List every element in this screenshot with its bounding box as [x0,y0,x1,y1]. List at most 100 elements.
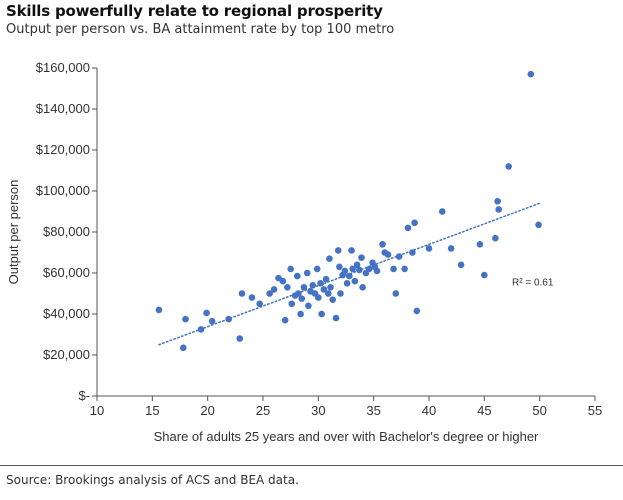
y-tick-label: $140,000 [36,101,90,116]
data-point [379,241,386,248]
data-point [359,284,366,291]
data-point [197,326,205,333]
data-point [203,309,210,317]
data-point [298,295,306,302]
data-point [313,265,321,273]
data-point [447,245,455,252]
data-point [320,286,328,293]
data-point [505,163,512,170]
data-point [535,221,542,229]
data-point [413,307,421,315]
data-point [392,290,400,297]
data-point [208,317,216,325]
data-point [401,265,408,273]
data-point [309,282,317,289]
data-point [337,290,344,297]
x-tick-label: 35 [366,403,380,418]
data-point [297,310,304,318]
data-point [527,70,535,78]
data-point [182,315,189,323]
y-tick-label: $100,000 [36,183,90,198]
x-tick-label: 20 [200,403,214,418]
data-point [326,255,333,262]
y-tick-label: $20,000 [43,347,90,362]
y-tick-label: $60,000 [43,265,90,280]
x-tick-label: 25 [256,403,270,418]
data-point [332,314,340,322]
data-point [334,247,342,254]
data-point [294,272,301,280]
x-tick-label: 10 [90,403,104,418]
data-point [248,294,256,301]
data-point [438,208,446,215]
data-point [288,300,296,308]
x-tick-label: 15 [145,403,159,418]
chart-subtitle: Output per person vs. BA attainment rate… [6,22,395,37]
data-point [355,266,363,274]
data-point [180,344,187,352]
annotations: R² = 0.61 [512,277,554,288]
x-tick-label: 45 [477,403,491,418]
y-axis-title: Output per person [6,180,21,285]
data-point [409,249,416,256]
data-point [236,335,244,342]
data-point [270,286,278,293]
data-point [351,277,359,285]
data-point [155,306,163,314]
data-point [495,206,503,213]
data-point [494,197,501,205]
x-tick-label: 50 [532,403,546,418]
data-point [425,245,433,252]
data-point [300,284,308,291]
y-tick-label: $120,000 [36,142,90,157]
data-point [322,275,330,283]
data-point [315,294,322,301]
data-point [281,316,289,324]
trendline [158,202,541,346]
data-point [346,272,353,280]
data-point [492,234,499,242]
source-note: Source: Brookings analysis of ACS and BE… [6,473,299,487]
data-point [327,284,334,291]
data-point [395,253,403,260]
trendline-line [158,202,541,346]
data-point [324,290,332,297]
data-point [457,261,465,269]
x-tick-label: 40 [422,403,436,418]
data-point [358,254,365,261]
data-point [343,279,351,287]
data-point [476,241,484,248]
y-tick-label: $80,000 [43,224,90,239]
source-divider [0,465,623,466]
chart-title: Skills powerfully relate to regional pro… [6,2,383,20]
data-point [365,265,373,273]
data-point [348,247,355,254]
data-point [317,279,324,287]
y-tick-label: $40,000 [43,306,90,321]
y-tick-label: $- [78,388,90,403]
data-point [266,290,273,297]
data-point [225,315,232,323]
data-point [341,267,349,275]
scatter-chart: $- $20,000 $40,000 $60,000 $80,000 $100,000 $1… [6,60,602,444]
x-tick-label: 30 [311,403,325,418]
data-point [349,265,356,273]
data-point [318,310,325,318]
data-point [404,224,412,232]
x-tick-label: 55 [588,403,602,418]
data-point [256,300,263,308]
data-point [305,302,312,310]
data-point [303,269,311,277]
data-point [481,271,488,279]
data-point [295,290,302,297]
data-point [238,290,246,297]
data-point [373,267,381,275]
data-point [353,261,361,269]
data-point [284,284,291,291]
r-squared-label: R² = 0.61 [512,277,554,288]
data-point [411,219,418,227]
data-point [390,265,397,273]
data-point [287,265,294,273]
data-point [336,263,343,271]
data-point [329,296,337,303]
